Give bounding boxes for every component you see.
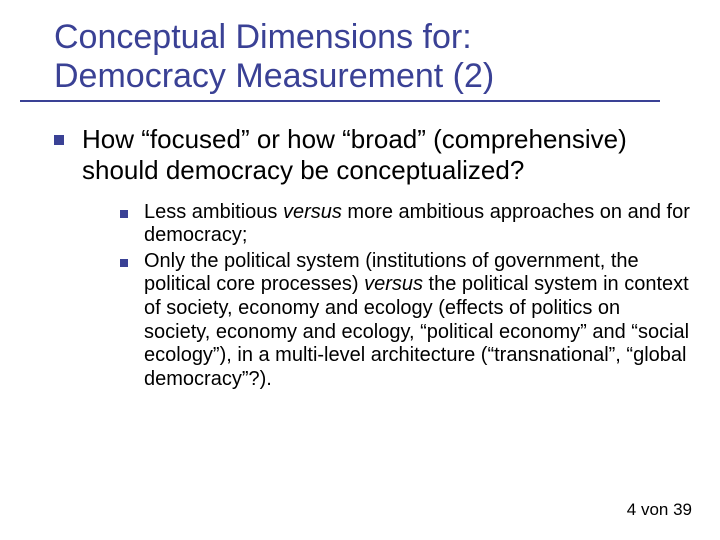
title-underline bbox=[20, 100, 660, 102]
slide-title: Conceptual Dimensions for: Democracy Mea… bbox=[54, 18, 692, 96]
level2-text: Only the political system (institutions … bbox=[144, 250, 692, 392]
page-number: 4 von 39 bbox=[627, 500, 692, 520]
level2-text: Less ambitious versus more ambitious app… bbox=[144, 201, 692, 248]
square-bullet-icon bbox=[120, 259, 128, 267]
text-pre: Less ambitious bbox=[144, 201, 283, 223]
slide: Conceptual Dimensions for: Democracy Mea… bbox=[0, 0, 720, 540]
text-italic: versus bbox=[283, 201, 342, 223]
bullet-level2-item: Less ambitious versus more ambitious app… bbox=[120, 201, 692, 248]
square-bullet-icon bbox=[120, 210, 128, 218]
level1-text: How “focused” or how “broad” (comprehens… bbox=[82, 124, 692, 186]
title-line-1: Conceptual Dimensions for: bbox=[54, 18, 472, 56]
square-bullet-icon bbox=[54, 135, 64, 145]
bullet-level1: How “focused” or how “broad” (comprehens… bbox=[54, 124, 692, 186]
title-line-2: Democracy Measurement (2) bbox=[54, 57, 494, 95]
bullet-level2-item: Only the political system (institutions … bbox=[120, 250, 692, 392]
text-italic: versus bbox=[364, 273, 423, 295]
